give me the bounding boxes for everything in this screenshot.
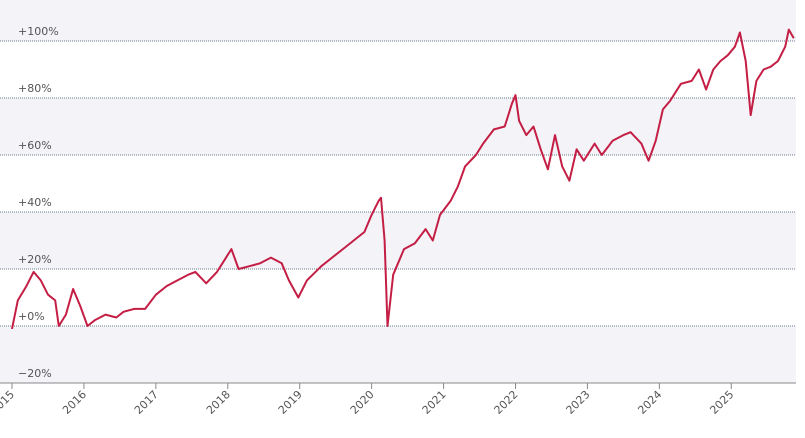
- y-tick-label: +60%: [18, 139, 52, 152]
- x-tick-label: 2018: [204, 388, 233, 417]
- y-tick-label: +80%: [18, 82, 52, 95]
- y-tick-label: +100%: [18, 25, 59, 38]
- band: [0, 212, 796, 270]
- x-tick-label: 2016: [60, 388, 89, 417]
- band: [0, 326, 796, 383]
- band: [0, 41, 796, 99]
- y-tick-label: +20%: [18, 253, 52, 266]
- y-tick-label: +0%: [18, 310, 45, 323]
- x-tick-label: 2023: [564, 388, 593, 417]
- x-tick-label: 2015: [0, 388, 17, 417]
- line: [11, 28, 795, 330]
- band: [0, 98, 796, 156]
- y-tick-label: −20%: [18, 367, 52, 380]
- x-tick-label: 2019: [276, 388, 305, 417]
- x-tick-label: 2022: [492, 388, 521, 417]
- x-tick-label: 2024: [635, 388, 664, 417]
- x-tick-label: 2021: [420, 388, 449, 417]
- x-tick-label: 2025: [707, 388, 736, 417]
- band: [0, 0, 796, 42]
- x-tick-label: 2017: [132, 388, 161, 417]
- band: [0, 269, 796, 327]
- y-tick-label: +40%: [18, 196, 52, 209]
- x-tick-label: 2020: [348, 388, 377, 417]
- band: [0, 155, 796, 213]
